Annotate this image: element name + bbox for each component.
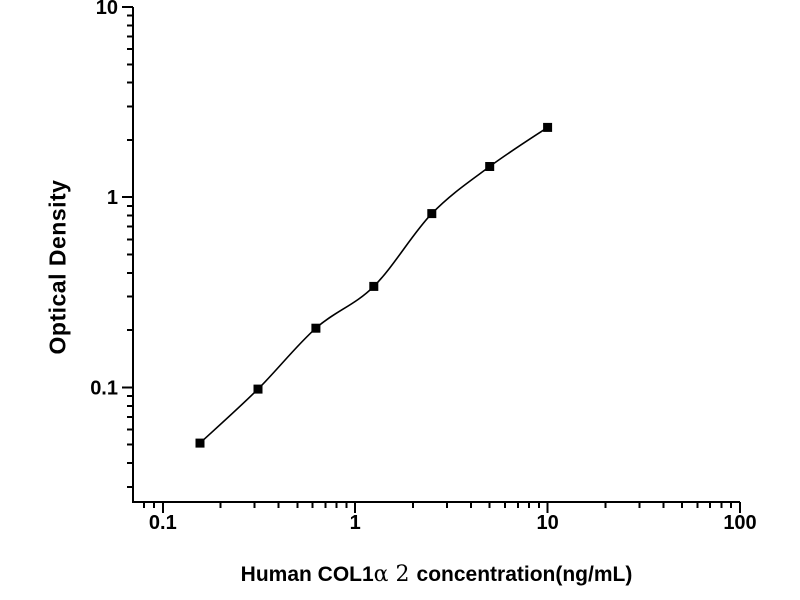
y-tick-label: 10	[96, 0, 118, 19]
x-tick-label: 100	[723, 512, 756, 534]
x-tick-label: 1	[350, 512, 361, 534]
data-point-marker	[253, 384, 263, 394]
x-tick-label: 10	[536, 512, 558, 534]
x-axis-title-units: concentration(ng/mL)	[416, 563, 633, 586]
data-point-marker	[485, 162, 495, 171]
data-point-marker	[427, 209, 437, 219]
y-axis-title: Optical Density	[44, 179, 71, 355]
alpha-2-symbol: α 2	[373, 562, 417, 587]
data-point-marker	[311, 323, 321, 333]
data-point-marker	[369, 281, 379, 291]
x-axis-title: Human COL1α 2 concentration(ng/mL)	[133, 562, 740, 587]
y-tick-label: 0.1	[90, 377, 118, 399]
y-tick-label: 1	[107, 187, 118, 209]
data-point-marker	[543, 122, 553, 132]
data-point-marker	[195, 438, 205, 448]
x-tick-label: 0.1	[149, 512, 177, 534]
x-axis-title-text: Human COL1	[240, 563, 374, 586]
